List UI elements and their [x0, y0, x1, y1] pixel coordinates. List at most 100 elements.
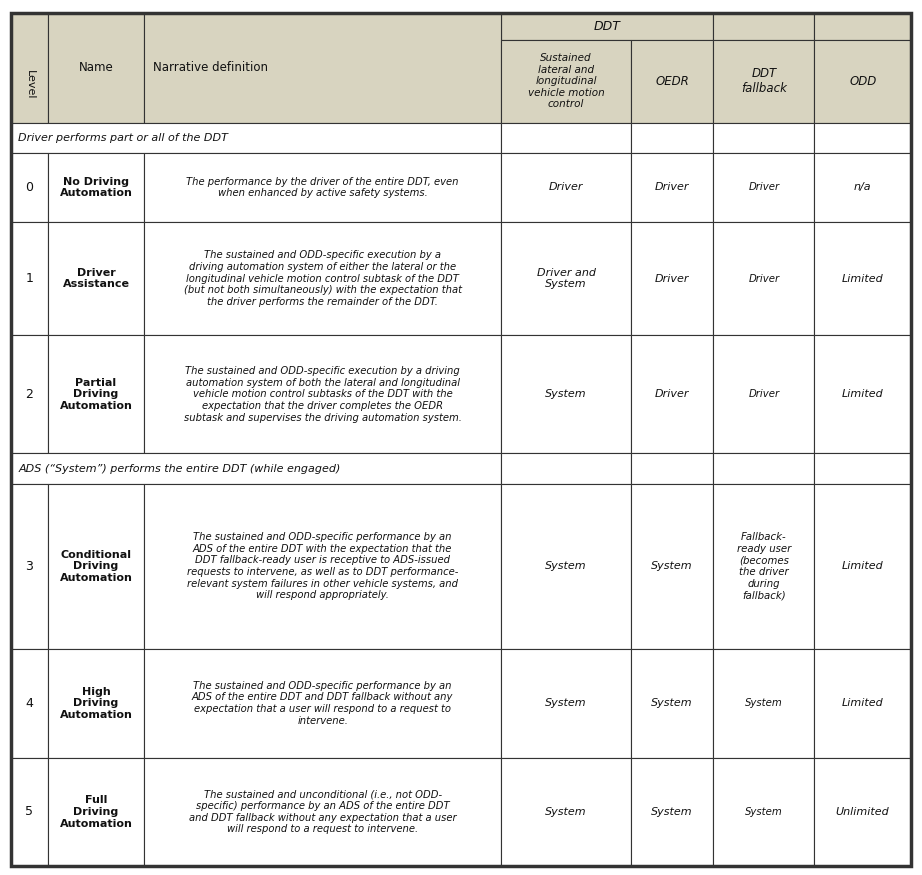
Text: Limited: Limited [842, 698, 883, 708]
Text: The sustained and ODD-specific performance by an
ADS of the entire DDT with the : The sustained and ODD-specific performan… [187, 532, 458, 600]
FancyBboxPatch shape [501, 484, 632, 649]
FancyBboxPatch shape [11, 453, 501, 484]
FancyBboxPatch shape [814, 484, 911, 649]
FancyBboxPatch shape [814, 649, 911, 758]
FancyBboxPatch shape [48, 335, 144, 453]
Text: 1: 1 [26, 272, 33, 285]
FancyBboxPatch shape [11, 13, 48, 122]
FancyBboxPatch shape [714, 649, 814, 758]
Text: The sustained and ODD-specific performance by an
ADS of the entire DDT and DDT f: The sustained and ODD-specific performan… [192, 681, 454, 725]
FancyBboxPatch shape [714, 453, 814, 484]
Text: 4: 4 [26, 696, 33, 710]
Text: System: System [545, 561, 587, 571]
FancyBboxPatch shape [814, 13, 911, 39]
FancyBboxPatch shape [144, 758, 501, 866]
Text: Full
Driving
Automation: Full Driving Automation [60, 795, 133, 829]
Text: Driver: Driver [655, 389, 690, 399]
Text: Driver: Driver [749, 389, 779, 399]
Text: System: System [745, 698, 783, 708]
FancyBboxPatch shape [144, 335, 501, 453]
FancyBboxPatch shape [814, 39, 911, 123]
Text: n/a: n/a [854, 182, 871, 192]
FancyBboxPatch shape [144, 153, 501, 222]
Text: 3: 3 [26, 560, 33, 573]
FancyBboxPatch shape [632, 453, 714, 484]
FancyBboxPatch shape [714, 335, 814, 453]
FancyBboxPatch shape [632, 335, 714, 453]
Text: Limited: Limited [842, 389, 883, 399]
Text: Limited: Limited [842, 274, 883, 284]
FancyBboxPatch shape [501, 335, 632, 453]
FancyBboxPatch shape [714, 39, 814, 123]
Text: Driver: Driver [655, 182, 690, 192]
FancyBboxPatch shape [48, 649, 144, 758]
FancyBboxPatch shape [11, 758, 48, 866]
FancyBboxPatch shape [11, 13, 48, 39]
FancyBboxPatch shape [501, 222, 632, 335]
Text: Conditional
Driving
Automation: Conditional Driving Automation [60, 550, 133, 583]
Text: Driver
Assistance: Driver Assistance [63, 268, 129, 290]
Text: 2: 2 [26, 388, 33, 401]
Text: Driver: Driver [655, 274, 690, 284]
Text: Driver and
System: Driver and System [537, 268, 596, 290]
FancyBboxPatch shape [632, 758, 714, 866]
FancyBboxPatch shape [48, 484, 144, 649]
Text: Partial
Driving
Automation: Partial Driving Automation [60, 378, 133, 411]
FancyBboxPatch shape [501, 758, 632, 866]
FancyBboxPatch shape [144, 13, 501, 122]
FancyBboxPatch shape [48, 13, 144, 122]
Text: Unlimited: Unlimited [836, 807, 890, 817]
Text: The sustained and ODD-specific execution by a
driving automation system of eithe: The sustained and ODD-specific execution… [183, 250, 462, 307]
Text: 5: 5 [26, 805, 33, 818]
Text: 0: 0 [26, 181, 33, 194]
Text: Driver: Driver [549, 182, 584, 192]
FancyBboxPatch shape [48, 758, 144, 866]
Text: Sustained
lateral and
longitudinal
vehicle motion
control: Sustained lateral and longitudinal vehic… [527, 53, 605, 109]
FancyBboxPatch shape [11, 484, 48, 649]
FancyBboxPatch shape [714, 222, 814, 335]
FancyBboxPatch shape [501, 39, 632, 123]
Text: DDT: DDT [594, 20, 621, 33]
FancyBboxPatch shape [11, 222, 48, 335]
FancyBboxPatch shape [144, 13, 501, 39]
Text: System: System [545, 807, 587, 817]
Text: Driver performs part or all of the DDT: Driver performs part or all of the DDT [18, 133, 229, 143]
FancyBboxPatch shape [144, 649, 501, 758]
FancyBboxPatch shape [11, 153, 48, 222]
FancyBboxPatch shape [814, 123, 911, 153]
FancyBboxPatch shape [501, 453, 632, 484]
Text: The performance by the driver of the entire DDT, even
when enhanced by active sa: The performance by the driver of the ent… [186, 177, 459, 199]
FancyBboxPatch shape [48, 222, 144, 335]
Text: System: System [652, 561, 693, 571]
FancyBboxPatch shape [814, 758, 911, 866]
Text: System: System [652, 807, 693, 817]
FancyBboxPatch shape [632, 649, 714, 758]
Text: ADS (“System”) performs the entire DDT (while engaged): ADS (“System”) performs the entire DDT (… [18, 464, 341, 473]
Text: Name: Name [78, 61, 113, 74]
FancyBboxPatch shape [501, 649, 632, 758]
FancyBboxPatch shape [632, 222, 714, 335]
Text: Limited: Limited [842, 561, 883, 571]
FancyBboxPatch shape [48, 13, 144, 39]
Text: Level: Level [24, 70, 34, 99]
Text: Fallback-
ready user
(becomes
the driver
during
fallback): Fallback- ready user (becomes the driver… [737, 532, 791, 600]
Text: The sustained and ODD-specific execution by a driving
automation system of both : The sustained and ODD-specific execution… [183, 366, 462, 423]
FancyBboxPatch shape [501, 153, 632, 222]
Text: System: System [745, 807, 783, 817]
FancyBboxPatch shape [714, 13, 814, 39]
FancyBboxPatch shape [632, 123, 714, 153]
FancyBboxPatch shape [814, 453, 911, 484]
Text: OEDR: OEDR [656, 74, 689, 88]
Text: The sustained and unconditional (i.e., not ODD-
specific) performance by an ADS : The sustained and unconditional (i.e., n… [189, 789, 456, 835]
Text: Driver: Driver [749, 182, 779, 192]
Text: DDT
fallback: DDT fallback [741, 67, 786, 95]
FancyBboxPatch shape [632, 484, 714, 649]
Text: ODD: ODD [849, 74, 876, 88]
FancyBboxPatch shape [714, 153, 814, 222]
FancyBboxPatch shape [714, 484, 814, 649]
FancyBboxPatch shape [501, 123, 632, 153]
Text: System: System [545, 389, 587, 399]
FancyBboxPatch shape [48, 153, 144, 222]
FancyBboxPatch shape [814, 335, 911, 453]
FancyBboxPatch shape [714, 123, 814, 153]
